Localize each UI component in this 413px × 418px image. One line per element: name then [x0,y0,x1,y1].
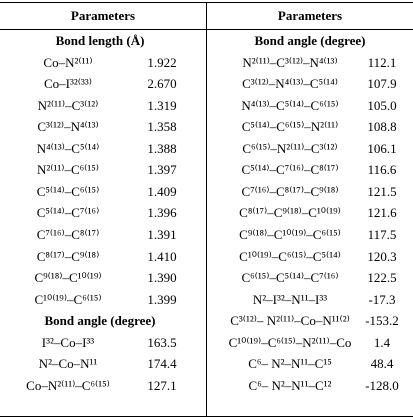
parameter: N²–I³²–N¹¹–I³³ [252,291,328,307]
value: 174.4 [147,356,177,372]
value: 1.358 [147,119,177,135]
parameter: N⁴⁽¹³⁾–C⁵⁽¹⁴⁾–C⁶⁽¹⁵⁾ [241,97,339,113]
value: 121.6 [367,205,397,221]
parameter: N²⁽¹¹⁾–C³⁽¹²⁾ [37,97,99,113]
parameter: N⁴⁽¹³⁾–C⁵⁽¹⁴⁾ [36,140,100,156]
value: 163.5 [147,334,177,350]
column-divider [206,2,207,416]
parameter: C⁸⁽¹⁷⁾–C⁹⁽¹⁸⁾–C¹⁰⁽¹⁹⁾ [239,205,341,221]
header: Parameters [70,8,136,23]
parameter: N²⁽¹¹⁾–C⁶⁽¹⁵⁾ [37,162,99,178]
value: 120.3 [367,248,397,264]
value: 112.1 [367,54,397,70]
parameter: C⁷⁽¹⁶⁾–C⁸⁽¹⁷⁾ [36,226,100,242]
parameter: C⁵⁽¹⁴⁾–C⁷⁽¹⁶⁾ [36,205,100,221]
subheader: Bond angle (degree) [254,33,366,48]
parameter: N²–Co–N¹¹ [38,356,98,372]
parameter: C⁹⁽¹⁸⁾–C¹⁰⁽¹⁹⁾ [34,270,102,286]
value: 1.390 [147,270,177,286]
value: 1.388 [147,140,177,156]
value: 1.319 [147,97,177,113]
parameter: Co–N²⁽¹¹⁾–C⁶⁽¹⁵⁾ [26,377,110,393]
parameter: C¹⁰⁽¹⁹⁾–C⁶⁽¹⁵⁾–N²⁽¹¹⁾–Co [228,334,352,350]
parameter: C⁶– N²–N¹¹–C¹² [248,377,332,393]
value: 1.4 [373,334,391,350]
value: 1.391 [147,226,177,242]
bottom-rule [0,416,413,417]
value: 127.1 [147,377,177,393]
value: 1.922 [147,54,177,70]
parameter: I³²–Co–I³³ [41,334,95,350]
parameter: C⁵⁽¹⁴⁾–C⁶⁽¹⁵⁾ [36,183,100,199]
parameter: C³⁽¹²⁾–N⁴⁽¹³⁾–C⁵⁽¹⁴⁾ [242,76,338,92]
value: 1.409 [147,183,177,199]
value: 1.397 [147,162,177,178]
value: 121.5 [367,183,397,199]
parameter: C⁹⁽¹⁸⁾–C¹⁰⁽¹⁹⁾–C⁶⁽¹⁵⁾ [239,226,341,242]
parameter: C³⁽¹²⁾–N⁴⁽¹³⁾ [37,119,99,135]
parameter: C⁵⁽¹⁴⁾–C⁷⁽¹⁶⁾–C⁸⁽¹⁷⁾ [241,162,339,178]
value: 105.0 [367,97,397,113]
value: -153.2 [365,313,399,329]
subheader: Bond angle (degree) [44,313,156,329]
parameter: C⁷⁽¹⁶⁾–C⁸⁽¹⁷⁾–C⁹⁽¹⁸⁾ [241,183,339,199]
value: 48.4 [370,356,394,372]
parameter: Co–N²⁽¹¹⁾ [43,54,93,70]
subheader: Bond length (Å) [55,33,145,48]
parameter: C⁶⁽¹⁵⁾–N²⁽¹¹⁾–C³⁽¹²⁾ [242,140,338,156]
parameter: Co–I³²⁽³³⁾ [44,76,92,92]
value: -17.3 [368,291,396,307]
parameter: C⁶– N²–N¹¹–C¹⁵ [248,356,332,372]
value: 122.5 [367,270,397,286]
value: 1.399 [147,291,177,307]
value: 117.5 [367,226,397,242]
parameter: C⁸⁽¹⁷⁾–C⁹⁽¹⁸⁾ [36,248,100,264]
value: 1.410 [147,248,177,264]
value: 116.6 [367,162,397,178]
value: 108.8 [367,119,397,135]
value: 107.9 [367,76,397,92]
value: 1.396 [147,205,177,221]
parameter: N²⁽¹¹⁾–C³⁽¹²⁾–N⁴⁽¹³⁾ [242,54,338,70]
parameter: C⁶⁽¹⁵⁾–C⁵⁽¹⁴⁾–C⁷⁽¹⁶⁾ [241,270,339,286]
parameter: C¹⁰⁽¹⁹⁾–C⁶⁽¹⁵⁾–C⁵⁽¹⁴⁾ [239,248,341,264]
value: 106.1 [367,140,397,156]
header: Parameters [277,8,343,23]
value: -128.0 [365,377,399,393]
parameter: C⁵⁽¹⁴⁾–C⁶⁽¹⁵⁾–N²⁽¹¹⁾ [241,119,339,135]
value: 2.670 [147,76,177,92]
parameter: C³⁽¹²⁾– N²⁽¹¹⁾–Co–N¹¹⁽²⁾ [230,313,350,329]
parameter: C¹⁰⁽¹⁹⁾–C⁶⁽¹⁵⁾ [34,291,102,307]
